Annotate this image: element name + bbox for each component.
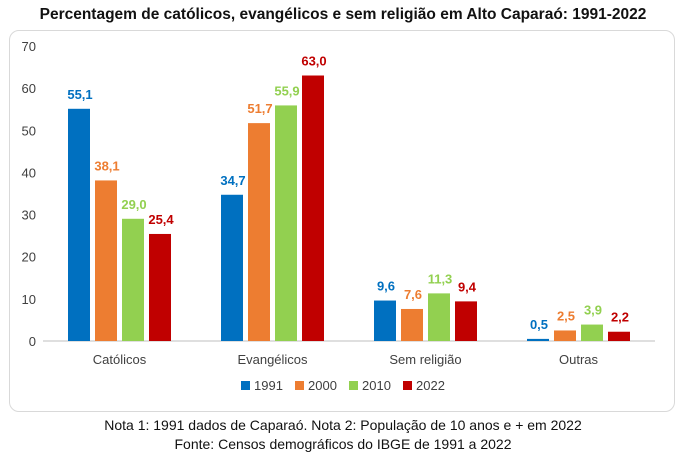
x-tick-label-3: Outras: [559, 352, 599, 367]
bar-2022-3: [608, 331, 630, 341]
bar-2010-3: [581, 324, 603, 341]
x-tick-label-1: Evangélicos: [237, 352, 308, 367]
y-tick-label-0: 0: [29, 334, 36, 349]
data-label-2022-1: 63,0: [301, 54, 326, 69]
bar-2010-2: [428, 293, 450, 341]
y-tick-label-6: 60: [22, 81, 36, 96]
data-label-1991-0: 55,1: [67, 87, 92, 102]
y-tick-label-7: 70: [22, 39, 36, 54]
x-tick-label-2: Sem religião: [389, 352, 461, 367]
data-label-2000-3: 2,5: [557, 308, 575, 323]
data-label-1991-3: 0,5: [530, 317, 548, 332]
data-label-2010-1: 55,9: [274, 83, 299, 98]
bar-1991-0: [68, 108, 90, 342]
data-label-2022-3: 2,2: [611, 310, 629, 325]
legend-swatch-2010: [349, 381, 358, 390]
y-tick-label-2: 20: [22, 250, 36, 265]
y-tick-label-3: 30: [22, 208, 36, 223]
bar-1991-2: [374, 300, 396, 341]
legend-label-2010: 2010: [362, 378, 391, 393]
data-label-2010-2: 11,3: [428, 271, 453, 286]
bar-2022-1: [302, 75, 324, 341]
bar-1991-1: [221, 194, 243, 341]
chart-title: Percentagem de católicos, evangélicos e …: [39, 6, 647, 23]
data-label-2022-2: 9,4: [458, 279, 477, 294]
data-label-2010-0: 29,0: [121, 197, 146, 212]
data-label-2000-1: 51,7: [247, 101, 272, 116]
legend-swatch-1991: [241, 381, 250, 390]
y-tick-label-5: 50: [22, 123, 36, 138]
bar-2010-0: [122, 218, 144, 341]
bar-2022-0: [149, 233, 171, 341]
legend-swatch-2000: [295, 381, 304, 390]
bar-2010-1: [275, 105, 297, 342]
data-label-2022-0: 25,4: [148, 212, 174, 227]
note-line-1: Nota 1: 1991 dados de Caparaó. Nota 2: P…: [104, 417, 582, 433]
bar-2000-2: [401, 308, 423, 341]
chart-panel: [9, 30, 675, 412]
data-label-1991-1: 34,7: [220, 173, 245, 188]
legend-label-2022: 2022: [416, 378, 445, 393]
legend-swatch-2022: [403, 381, 412, 390]
bar-2022-2: [455, 301, 477, 341]
y-tick-label-1: 10: [22, 292, 36, 307]
y-tick-label-4: 40: [22, 165, 36, 180]
bar-2000-1: [248, 123, 270, 341]
legend-label-1991: 1991: [254, 378, 283, 393]
bar-chart: 0 10 20 30 40 50 60 70 55,1 38,1 29,025,4 Católicos…: [22, 39, 655, 393]
data-label-2000-0: 38,1: [94, 158, 119, 173]
bar-2000-0: [95, 180, 117, 341]
data-label-2000-2: 7,6: [404, 287, 422, 302]
data-label-1991-2: 9,6: [377, 279, 395, 294]
chart-notes: Nota 1: 1991 dados de Caparaó. Nota 2: P…: [0, 416, 686, 454]
x-tick-label-0: Católicos: [93, 352, 147, 367]
source-line: Fonte: Censos demográficos do IBGE de 19…: [174, 436, 512, 452]
bar-1991-3: [527, 338, 549, 341]
data-label-2010-3: 3,9: [584, 303, 602, 318]
bar-2000-3: [554, 330, 576, 341]
legend-label-2000: 2000: [308, 378, 337, 393]
